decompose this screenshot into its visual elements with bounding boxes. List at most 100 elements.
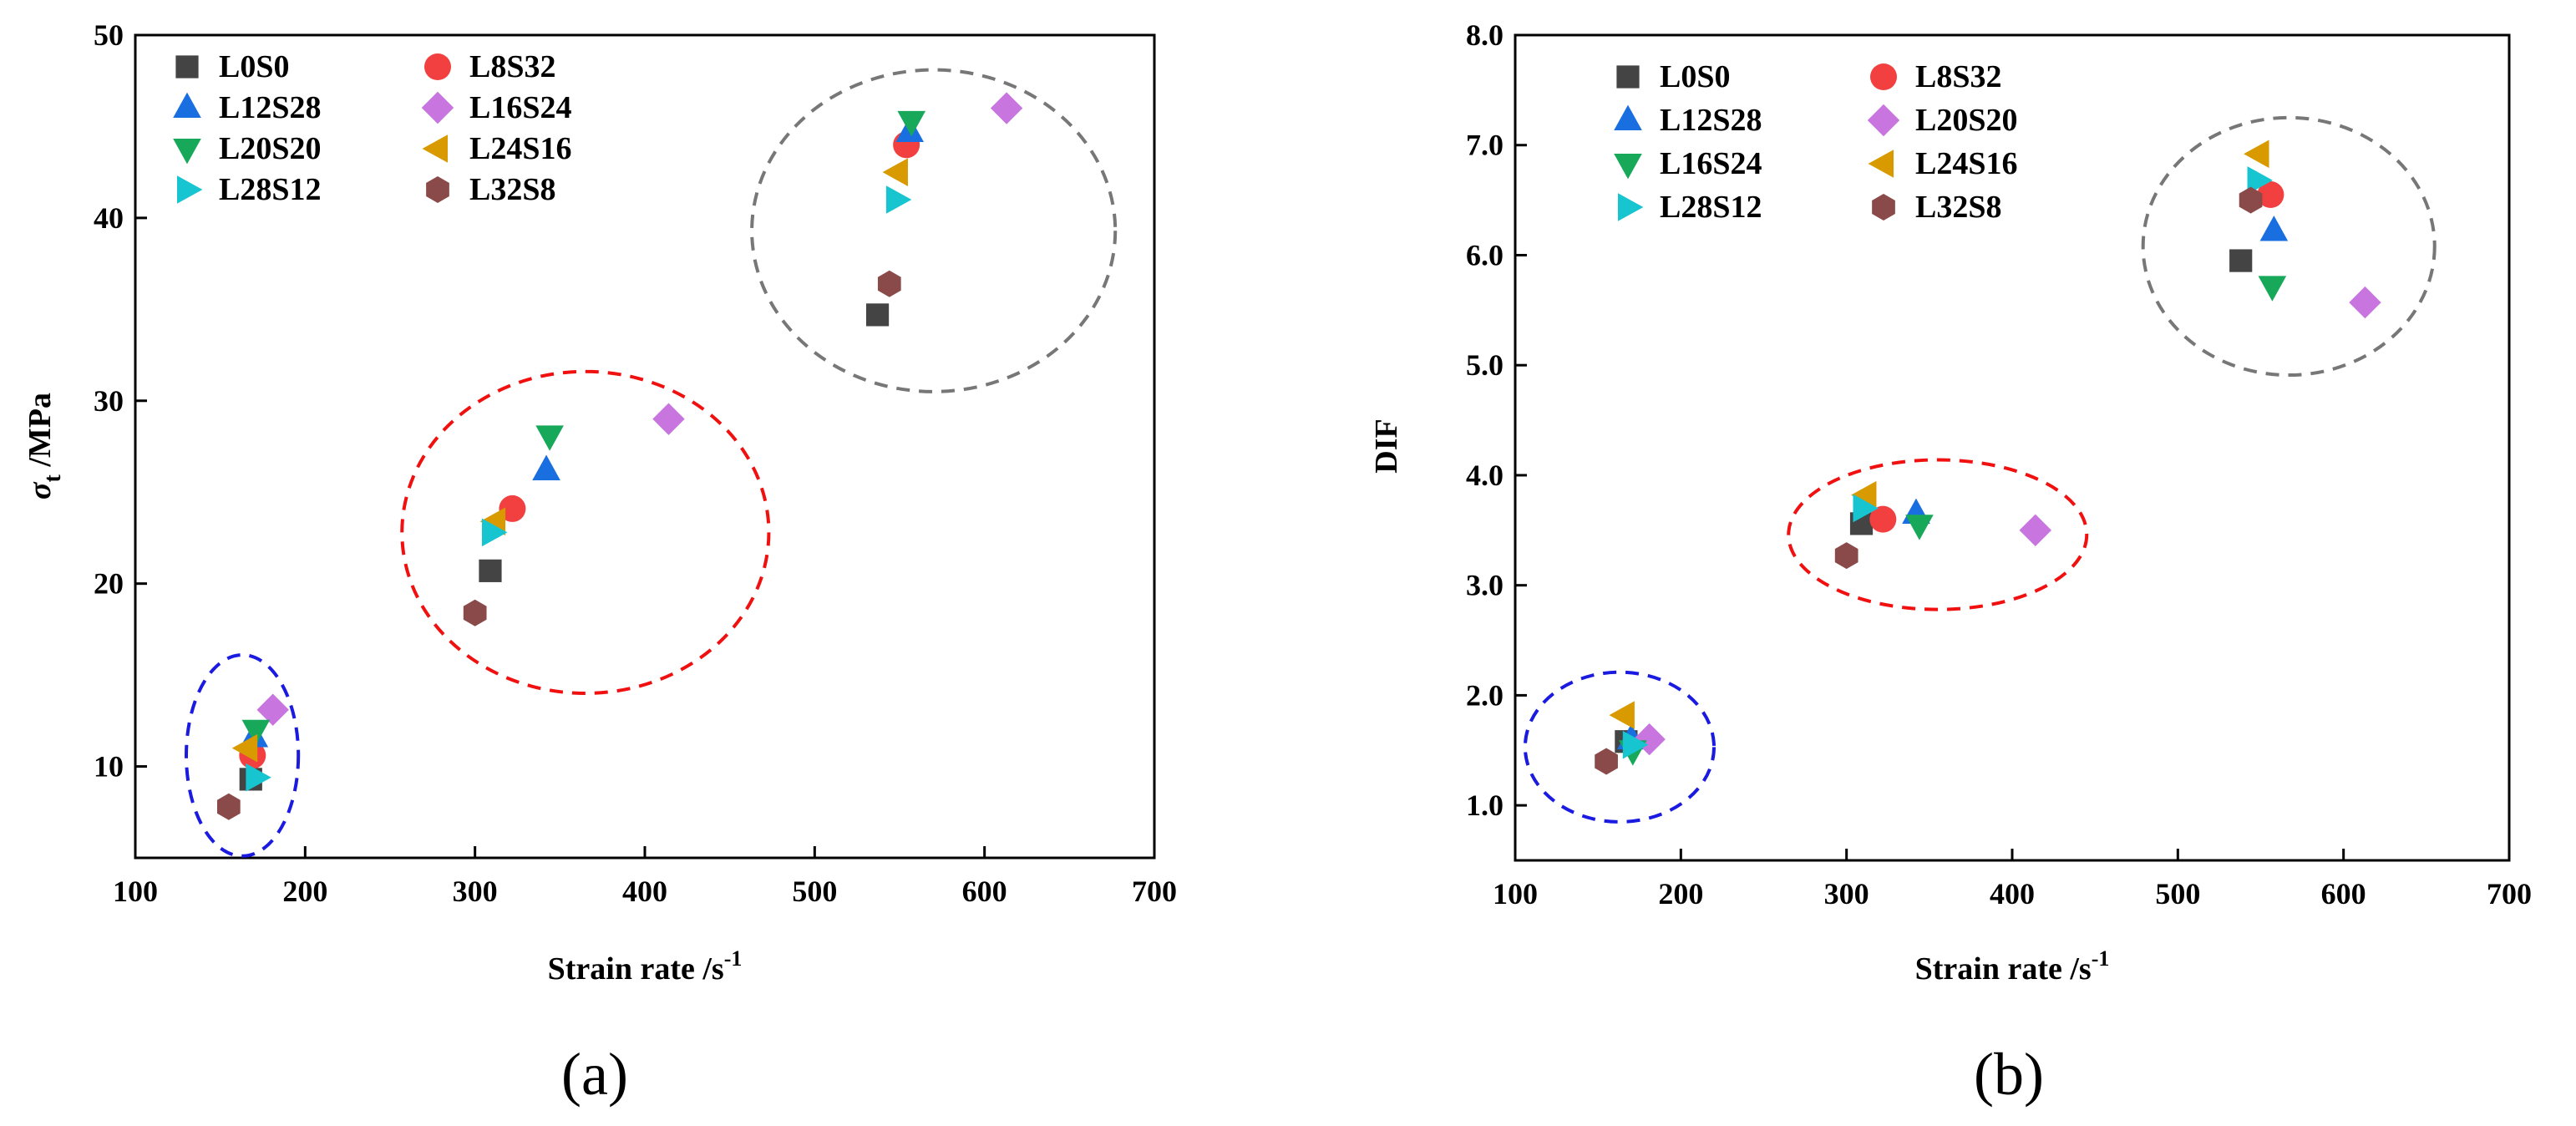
x-tick-label: 300 <box>1824 877 1869 910</box>
data-point-L28S12-2 <box>1853 494 1879 523</box>
legend-label-L12S28: L12S28 <box>1660 103 1762 138</box>
data-point-L32S8-1 <box>1595 748 1618 775</box>
series-L20S20 <box>1633 286 2381 756</box>
y-tick-label: 10 <box>94 750 124 784</box>
data-point-L28S12-2 <box>482 518 508 547</box>
data-point-L20S20-1 <box>241 719 271 746</box>
data-point-L24S16-2 <box>1851 480 1877 510</box>
data-point-L20S20-2 <box>2019 514 2051 546</box>
legend-marker-L20S20 <box>173 139 201 165</box>
legend-label-L32S8: L32S8 <box>469 172 555 207</box>
panel-label-b: (b) <box>1974 1041 2044 1108</box>
x-tick-label: 200 <box>282 875 327 908</box>
group-ellipse-3 <box>2141 115 2437 378</box>
data-point-L28S12-1 <box>1622 730 1649 759</box>
data-point-L8S32-2 <box>499 495 526 522</box>
data-point-L32S8-1 <box>216 793 241 820</box>
chart-panel-a: 100 200 300 400 500 600 700 10 20 30 40 50 Strain ra… <box>23 18 1177 987</box>
y-tick-label: 6.0 <box>1466 238 1504 271</box>
group-ellipse-2 <box>400 369 771 696</box>
data-point-L32S8-2 <box>463 599 487 626</box>
y-tick-label: 40 <box>94 201 124 235</box>
series-L16S24 <box>256 92 1023 726</box>
x-tick-label: 100 <box>113 875 158 908</box>
data-point-L32S8-3 <box>877 270 901 297</box>
y-tick-label: 2.0 <box>1466 678 1504 712</box>
series-L28S12 <box>1622 166 2273 759</box>
x-tick-label: 400 <box>1990 877 2035 910</box>
x-axis-title: Strain rate /s-1 <box>1915 946 2110 987</box>
legend-marker-L24S16 <box>1868 150 1894 178</box>
data-point-L0S0-3 <box>865 303 890 327</box>
series-L24S16 <box>1609 139 2269 729</box>
legend-label-L28S12: L28S12 <box>219 172 321 207</box>
x-tick-label: 600 <box>2321 877 2366 910</box>
legend-marker-L28S12 <box>177 175 203 204</box>
group-ellipse-1 <box>185 653 301 858</box>
y-tick-label: 8.0 <box>1466 18 1504 52</box>
data-point-L0S0-3 <box>2229 249 2253 272</box>
group-ellipses <box>1523 115 2437 824</box>
series-L32S8 <box>216 270 901 820</box>
legend: L0S0 L8S32 L12S28 L20S20 L16S24 L24S16 L28S12 L… <box>1614 59 2017 225</box>
data-point-L12S28-2 <box>532 454 560 480</box>
legend-label-L0S0: L0S0 <box>219 49 289 84</box>
legend-label-L28S12: L28S12 <box>1660 190 1762 225</box>
x-tick-label: 400 <box>622 875 667 908</box>
chart-panel-b: 100 200 300 400 500 600 700 1.0 2.0 3.0 4.0 5.0 6.0 7… <box>1369 18 2532 987</box>
group-ellipse-2 <box>1787 458 2089 611</box>
data-point-L28S12-3 <box>885 185 912 214</box>
x-tick-label: 300 <box>453 875 498 908</box>
legend-label-L20S20: L20S20 <box>1915 103 2017 138</box>
y-tick-label: 1.0 <box>1466 789 1504 822</box>
x-axis-title: Strain rate /s-1 <box>548 946 743 987</box>
legend-marker-L32S8 <box>1872 194 1895 221</box>
y-tick-label: 5.0 <box>1466 348 1504 382</box>
group-ellipses <box>185 68 1118 858</box>
group-ellipse-1 <box>1523 670 1716 824</box>
legend-marker-L0S0 <box>175 55 199 79</box>
data-point-L24S16-3 <box>2244 139 2269 169</box>
data-point-L12S28-3 <box>2259 216 2289 241</box>
legend-marker-L32S8 <box>426 176 449 203</box>
series-L0S0 <box>1615 249 2253 753</box>
data-point-L28S12-3 <box>2247 166 2273 195</box>
series-L8S32 <box>1869 181 2284 533</box>
data-point-L20S20-2 <box>535 425 564 451</box>
x-tick-label: 200 <box>1658 877 1703 910</box>
y-axis-title: σt /MPa <box>23 393 66 500</box>
data-point-L24S16-1 <box>231 733 258 763</box>
series-L16S24 <box>1619 276 2287 766</box>
x-tick-label: 700 <box>2487 877 2532 910</box>
x-tick-label: 100 <box>1493 877 1538 910</box>
legend-marker-L16S24 <box>421 91 454 124</box>
legend-marker-L12S28 <box>1614 104 1642 130</box>
data-point-L8S32-2 <box>2257 181 2284 209</box>
series-L24S16 <box>231 158 908 763</box>
panel-label-a: (a) <box>561 1041 628 1108</box>
legend-label-L24S16: L24S16 <box>469 131 571 166</box>
x-tick-label: 500 <box>2155 877 2200 910</box>
y-tick-label: 30 <box>94 384 124 418</box>
legend-marker-L16S24 <box>1614 154 1642 180</box>
data-point-L32S8-2 <box>1834 542 1858 570</box>
data-point-L24S16-3 <box>882 158 908 186</box>
data-point-L28S12-1 <box>246 763 271 792</box>
group-ellipse-3 <box>750 68 1118 393</box>
y-axis-title: DIF <box>1369 418 1404 473</box>
legend-marker-L8S32 <box>424 53 451 80</box>
legend-label-L24S16: L24S16 <box>1915 146 2017 181</box>
series-L20S20 <box>241 110 926 746</box>
legend-marker-L12S28 <box>173 92 201 118</box>
data-point-L24S16-1 <box>1609 701 1635 729</box>
data-point-L16S24-2 <box>1905 515 1934 540</box>
data-point-L16S24-2 <box>652 403 685 435</box>
legend-label-L16S24: L16S24 <box>469 90 571 125</box>
x-tick-label: 700 <box>1132 875 1177 908</box>
x-tick-label: 500 <box>792 875 837 908</box>
series-L12S28 <box>1617 216 2289 750</box>
x-tick-label: 600 <box>962 875 1007 908</box>
y-tick-label: 3.0 <box>1466 569 1504 602</box>
legend-label-L8S32: L8S32 <box>1915 59 2001 94</box>
legend: L0S0 L8S32 L12S28 L16S24 L20S20 L24S16 L28S12 L… <box>173 49 571 207</box>
